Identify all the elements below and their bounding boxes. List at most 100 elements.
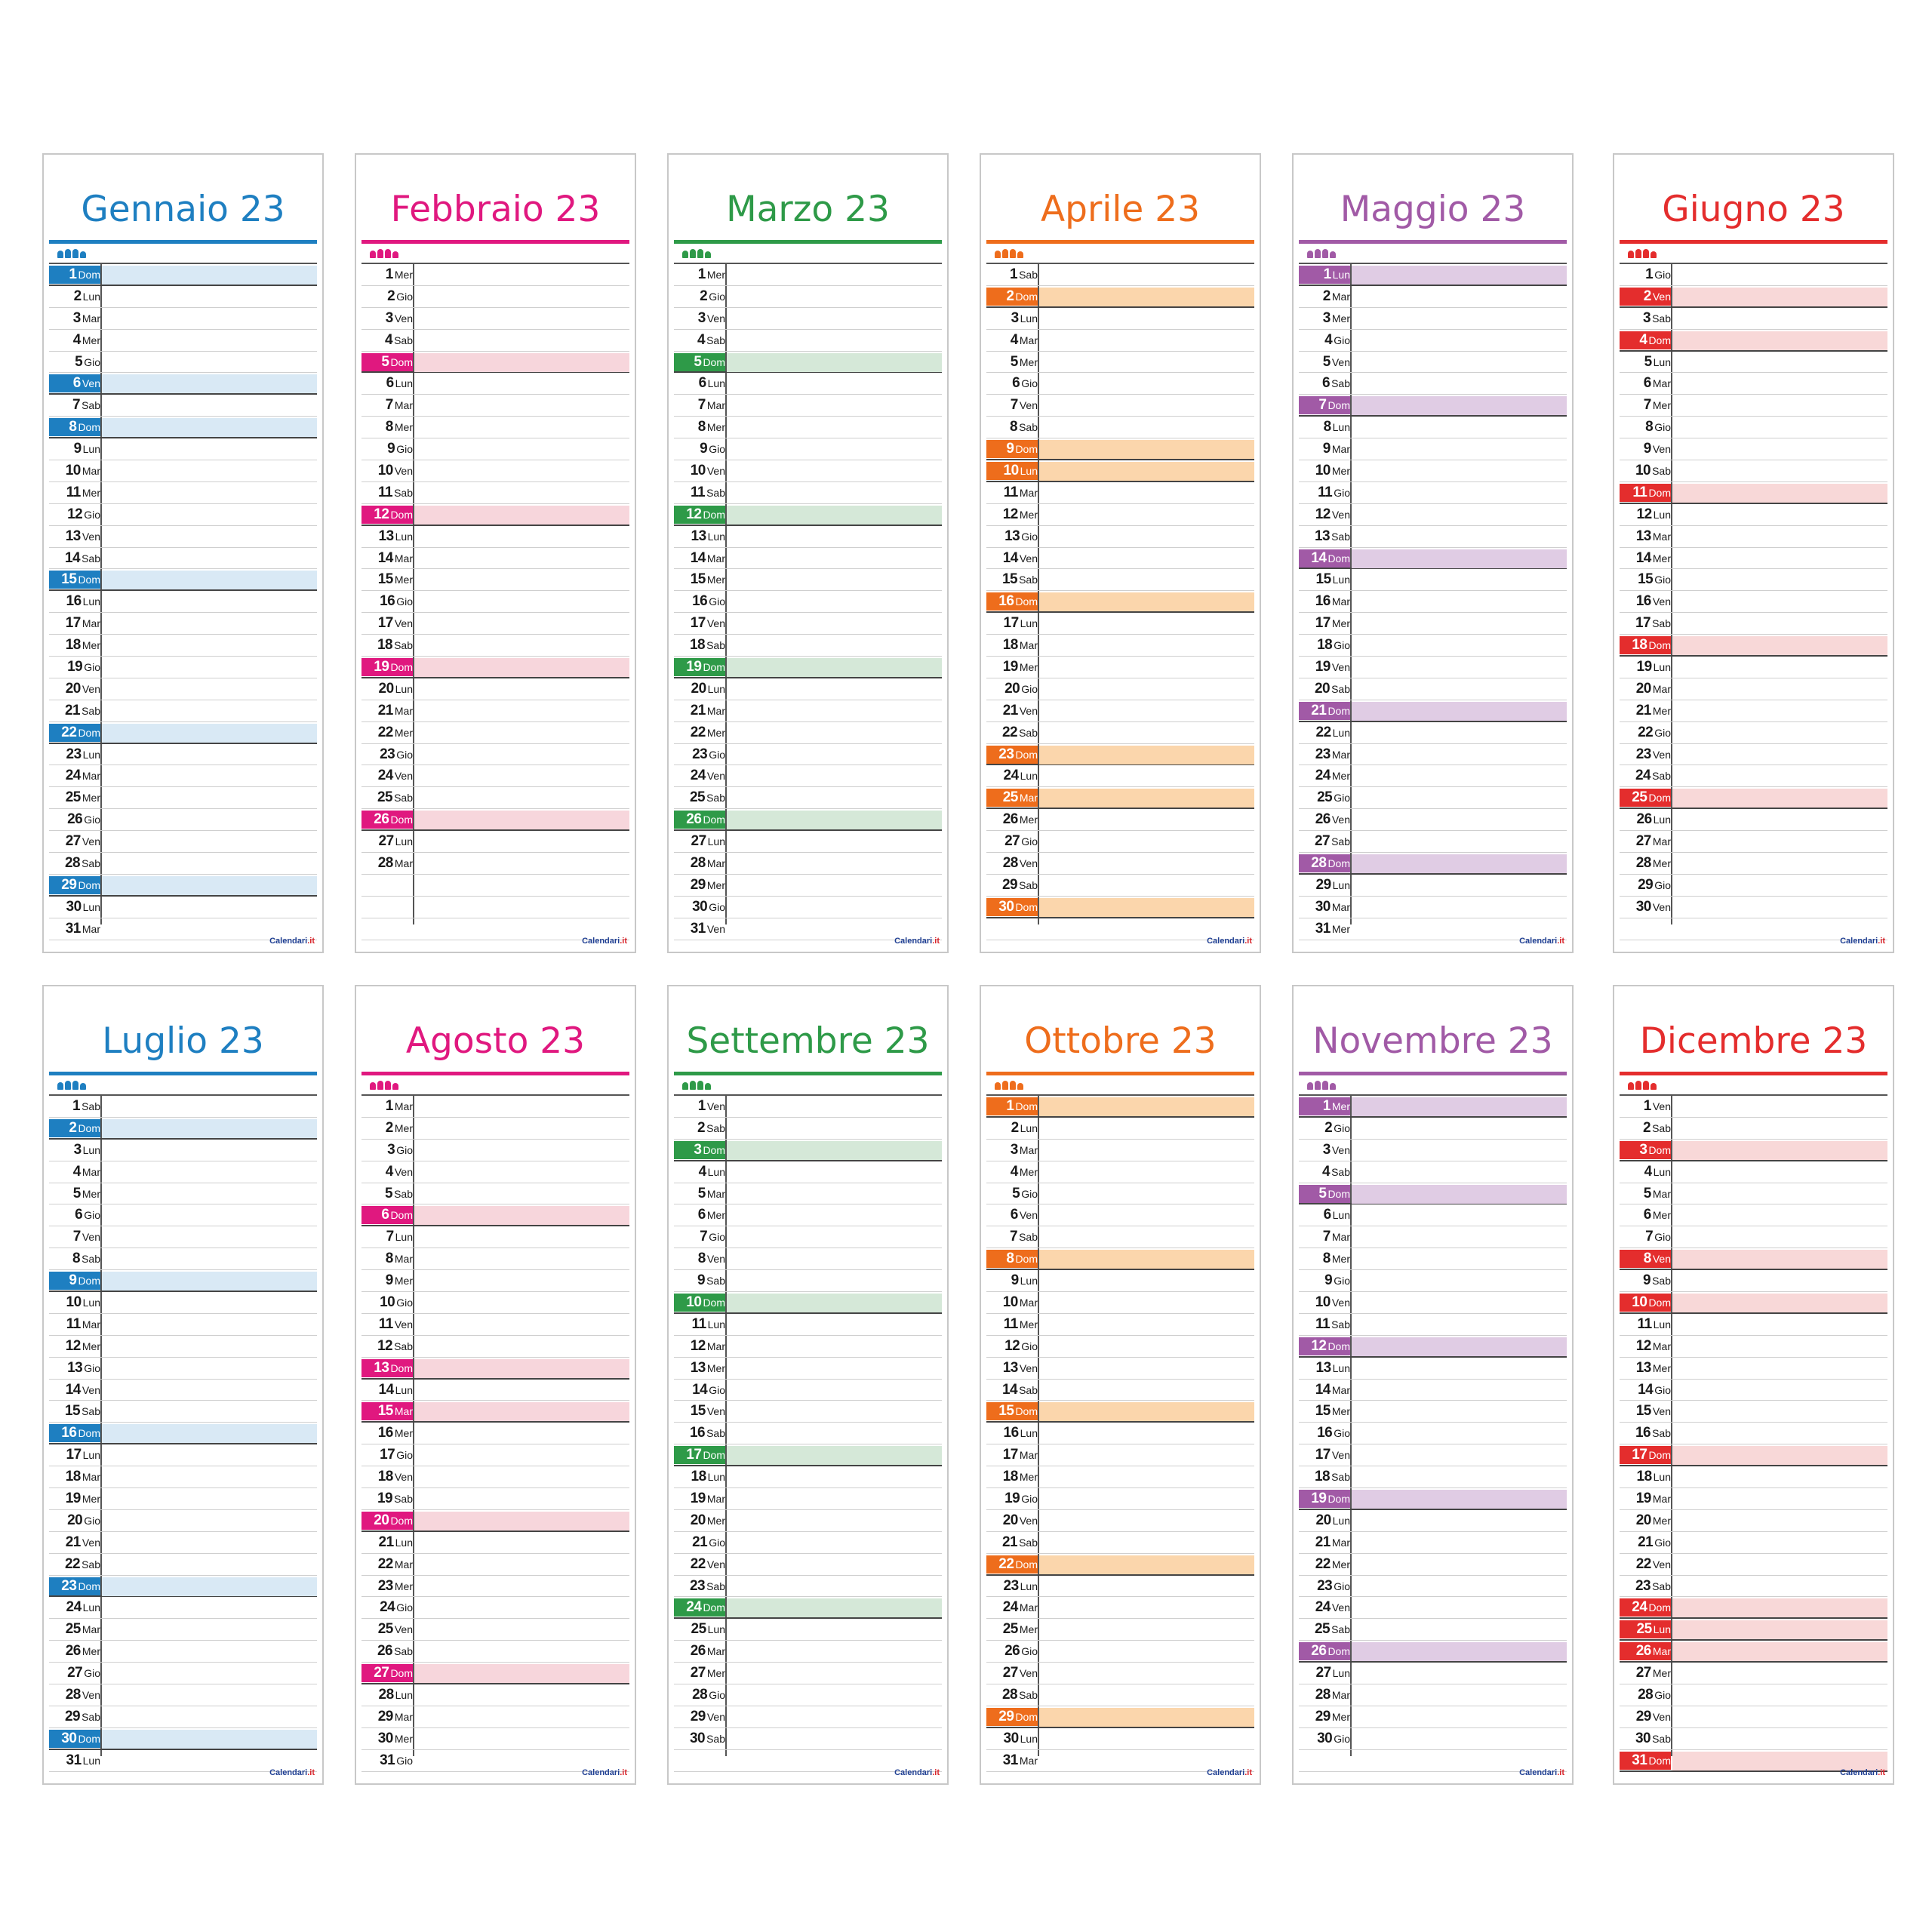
day-number: 31 — [65, 920, 82, 937]
weekday-label: Dom — [390, 1209, 413, 1222]
day-label: 4 Dom — [1620, 331, 1671, 349]
day-label: 14 Sab — [986, 1381, 1038, 1399]
day-number: 17 — [1003, 615, 1020, 632]
weekday-label: Ven — [1652, 1253, 1671, 1266]
day-row: 22 Mer — [674, 722, 942, 744]
day-label: 1 Ven — [1620, 1097, 1671, 1115]
day-label: 3 Mar — [986, 1141, 1038, 1159]
day-row: 20 Lun — [1299, 1510, 1567, 1532]
day-row: 5 Dom — [674, 352, 942, 374]
day-label: 23 Dom — [49, 1577, 100, 1595]
day-label: 8 Lun — [1299, 418, 1350, 436]
holiday-band — [727, 811, 942, 830]
day-label: 9 Dom — [986, 440, 1038, 459]
day-number: 1 — [1323, 266, 1332, 282]
weekday-label: Mar — [706, 1187, 725, 1200]
day-number: 22 — [377, 1555, 394, 1572]
weekday-label: Sab — [82, 704, 100, 717]
weekday-label: Lun — [1332, 574, 1350, 586]
brand-name: Calendari — [1519, 937, 1558, 946]
day-row: 28 Dom — [1299, 853, 1567, 875]
weekday-label: Sab — [706, 1427, 725, 1440]
day-row: 29 Mer — [1299, 1706, 1567, 1728]
weekday-label: Gio — [1021, 377, 1038, 390]
header-divider — [674, 263, 942, 264]
weekday-label: Mer — [1652, 1667, 1671, 1680]
day-number: 15 — [1638, 571, 1654, 588]
weekday-label: Sab — [706, 1121, 725, 1134]
weekday-label: Lun — [707, 1165, 725, 1178]
day-number: 21 — [65, 1534, 82, 1550]
day-number: 17 — [66, 1447, 82, 1463]
weekday-label: Mer — [1331, 1100, 1350, 1112]
day-row: 27 Lun — [674, 831, 942, 854]
day-row: 21 Ven — [49, 1532, 317, 1554]
column-divider — [413, 264, 414, 924]
weekday-label: Mer — [1019, 814, 1038, 826]
day-number: 14 — [1311, 549, 1327, 566]
day-number: 19 — [65, 1491, 82, 1507]
title-rule — [49, 1072, 317, 1075]
weekday-label: Gio — [709, 900, 725, 913]
day-label: 13 Ven — [49, 528, 100, 546]
day-row: 9 Sab — [1620, 1270, 1887, 1293]
day-number: 12 — [1315, 506, 1331, 522]
day-row: 15 Dom — [986, 1401, 1254, 1423]
day-row: 19 Mer — [986, 657, 1254, 678]
weekday-label: Sab — [1019, 269, 1038, 281]
day-number: 2 — [697, 1119, 706, 1136]
day-label: 8 Gio — [1620, 418, 1671, 436]
day-label: 28 Ven — [49, 1686, 100, 1704]
day-row: 27 Lun — [361, 831, 629, 854]
day-number: 25 — [1002, 789, 1019, 806]
day-number: 9 — [385, 1272, 394, 1289]
day-label: 28 Mar — [361, 854, 413, 872]
day-row: 3 Gio — [361, 1140, 629, 1161]
day-label: 20 Lun — [1299, 1512, 1351, 1530]
day-row: 8 Ven — [1620, 1248, 1887, 1271]
day-number: 16 — [1315, 593, 1331, 610]
day-row: 12 Dom — [674, 504, 942, 526]
day-number: 1 — [1322, 1098, 1331, 1114]
day-row: 13 Lun — [674, 526, 942, 548]
day-label: 15 Mer — [361, 571, 413, 589]
day-label: 6 Ven — [986, 1206, 1038, 1224]
weekday-label: Mer — [1652, 857, 1671, 870]
day-number: 6 — [1010, 1207, 1019, 1223]
day-label: 21 Gio — [674, 1534, 725, 1552]
weekday-label: Sab — [1019, 1689, 1038, 1702]
day-number: 21 — [378, 1534, 395, 1550]
day-label: 31 Lun — [49, 1752, 101, 1770]
day-row: 27 Dom — [361, 1663, 629, 1685]
brand-name: Calendari — [582, 937, 620, 946]
holiday-band — [1352, 1642, 1567, 1662]
day-label: 29 Sab — [49, 1708, 100, 1726]
weekday-label: Lun — [395, 682, 413, 695]
weekday-label: Sab — [706, 792, 725, 804]
weekday-label: Mer — [1331, 465, 1350, 478]
day-number: 17 — [1632, 1447, 1647, 1463]
weekday-label: Lun — [707, 1623, 725, 1636]
weekday-label: Mer — [1331, 770, 1350, 783]
day-label: 23 Sab — [674, 1577, 725, 1595]
day-number: 7 — [385, 397, 394, 414]
day-row: 11 Sab — [361, 482, 629, 504]
month-title: Aprile 23 — [1040, 189, 1201, 230]
weekday-label: Dom — [1648, 334, 1671, 346]
day-row: 24 Mar — [986, 1597, 1254, 1620]
day-label: 30 Gio — [674, 898, 725, 916]
day-label: 11 Mer — [986, 1315, 1038, 1334]
day-row: 30 Gio — [1299, 1728, 1567, 1750]
weekday-label: Dom — [1327, 1187, 1350, 1200]
day-number: 26 — [1311, 1643, 1327, 1660]
day-row: 24 Ven — [361, 765, 629, 788]
day-number: 8 — [1643, 1251, 1652, 1267]
day-row: 17 Sab — [1620, 613, 1887, 635]
weekday-label: Mar — [1331, 1383, 1350, 1396]
family-icon — [682, 1081, 712, 1090]
day-label: 9 Gio — [674, 440, 725, 458]
day-row: 16 Gio — [1299, 1423, 1567, 1445]
day-row: 9 Ven — [1620, 438, 1887, 461]
weekday-label: Mar — [706, 1493, 725, 1506]
day-label: 19 Ven — [1299, 658, 1350, 676]
